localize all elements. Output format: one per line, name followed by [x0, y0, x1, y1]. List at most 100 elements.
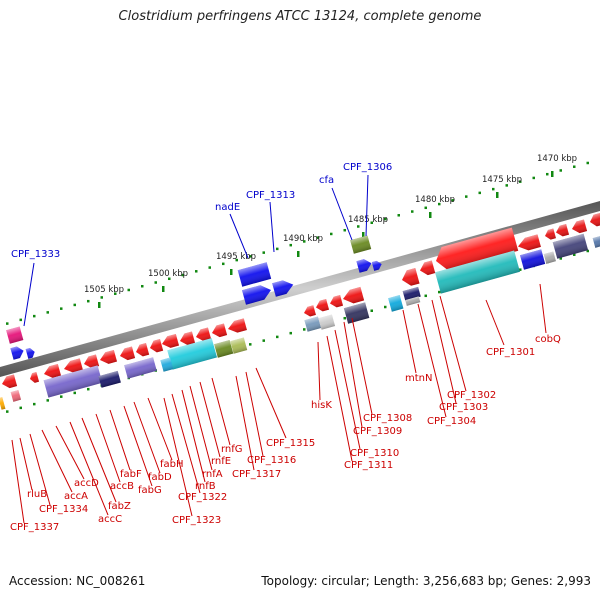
tick-dot-lower: [33, 402, 36, 406]
leader-line: [331, 187, 353, 241]
leader-line: [23, 262, 35, 327]
reverse-gene-label: CPF_1322: [178, 492, 227, 503]
tick-dot-upper: [289, 243, 292, 247]
feature-arrow: [10, 346, 24, 360]
reverse-gene-label: CPF_1334: [39, 504, 88, 515]
feature-arrow: [343, 286, 365, 304]
feature-box: [543, 251, 556, 264]
reverse-gene-label: CPF_1303: [439, 402, 488, 413]
feature-box: [318, 314, 336, 330]
tick-dot-upper: [492, 187, 495, 191]
tick-dot-upper: [73, 303, 76, 307]
feature-arrow: [44, 363, 62, 378]
feature-box: [304, 316, 322, 332]
reverse-gene-label: fabF: [120, 469, 142, 480]
scale-label: 1505 kbp: [84, 285, 124, 295]
feature-box: [124, 357, 157, 379]
leader-line: [29, 433, 51, 506]
tick-dot-lower: [276, 335, 279, 339]
leader-line: [402, 309, 417, 374]
leader-line: [417, 303, 447, 418]
tick-dot-lower: [87, 387, 90, 391]
leader-line: [81, 417, 117, 503]
leader-line: [485, 299, 505, 346]
tick-dot-lower: [384, 305, 387, 309]
tick-dot-upper: [505, 184, 508, 187]
leader-line: [334, 329, 361, 450]
feature-arrow: [572, 219, 588, 234]
tick-dot-upper: [478, 191, 481, 195]
feature-arrow: [228, 318, 247, 333]
feature-arrow: [25, 348, 35, 359]
tick-dot-upper: [87, 299, 90, 303]
reverse-gene-label: accA: [64, 491, 88, 502]
forward-gene-label: cfa: [319, 175, 334, 186]
reverse-gene-label: fabG: [138, 485, 162, 496]
leader-line: [431, 299, 457, 404]
feature-arrow: [120, 346, 136, 361]
feature-arrow: [316, 298, 330, 312]
tick-dot-upper: [438, 202, 441, 206]
feature-arrow: [242, 285, 271, 305]
feature-arrow: [590, 213, 600, 227]
tick-dot-upper: [195, 270, 198, 273]
feature-box: [167, 338, 218, 370]
leader-line: [255, 367, 287, 439]
reverse-gene-label: rluB: [27, 489, 47, 500]
tick-dot-lower: [46, 399, 49, 402]
tick-dot-upper: [343, 228, 346, 232]
feature-arrow: [556, 223, 570, 237]
tick-dot-upper: [168, 277, 171, 281]
feature-box: [405, 296, 421, 306]
major-tick: [496, 192, 499, 198]
tick-dot-upper: [208, 266, 211, 269]
major-tick: [551, 171, 554, 177]
leader-line: [351, 317, 373, 415]
tick-dot-lower: [424, 294, 427, 298]
tick-dot-upper: [573, 165, 576, 168]
feature-box: [0, 397, 6, 410]
reverse-gene-label: rnfA: [202, 469, 223, 480]
tick-dot-upper: [303, 240, 306, 243]
leader-line: [245, 371, 264, 457]
feature-arrow: [420, 260, 436, 276]
leader-line: [171, 393, 201, 494]
tick-dot-upper: [60, 307, 63, 310]
feature-box: [6, 326, 24, 344]
tick-dot-upper: [411, 210, 414, 213]
feature-box: [552, 233, 589, 259]
leader-line: [439, 295, 467, 392]
tick-dot-upper: [46, 311, 49, 314]
tick-dot-lower: [343, 316, 346, 320]
scale-labels: 1470 kbp 1475 kbp 1480 kbp 1485 kbp 1490 kbp…: [84, 154, 577, 295]
reverse-gene-label: CPF_1337: [10, 522, 59, 533]
leader-line: [211, 377, 231, 446]
tick-dot-upper: [451, 199, 454, 202]
tick-dot-upper: [465, 195, 468, 198]
reverse-gene-label: cobQ: [535, 334, 561, 345]
tick-dot-upper: [559, 169, 562, 172]
feature-arrow: [518, 234, 541, 251]
leader-line: [41, 429, 73, 493]
reverse-gene-label: CPF_1309: [353, 426, 402, 437]
feature-box: [98, 370, 121, 388]
feature-arrow: [162, 333, 180, 348]
scale-label: 1470 kbp: [537, 154, 577, 164]
leader-line: [229, 213, 249, 259]
feature-box: [10, 390, 22, 402]
feature-arrow: [2, 374, 18, 389]
major-tick: [429, 212, 432, 218]
tick-dot-upper: [276, 247, 279, 251]
tick-dot-upper: [181, 273, 184, 277]
leader-line: [317, 341, 321, 401]
tick-dot-lower: [262, 339, 265, 342]
tick-dot-upper: [262, 251, 265, 254]
tick-dot-upper: [6, 322, 9, 325]
tick-dot-lower: [586, 249, 589, 253]
tick-dot-upper: [235, 258, 238, 262]
tick-dot-upper: [532, 176, 535, 180]
feature-arrow: [136, 343, 150, 357]
forward-gene-label: CPF_1333: [11, 249, 60, 260]
